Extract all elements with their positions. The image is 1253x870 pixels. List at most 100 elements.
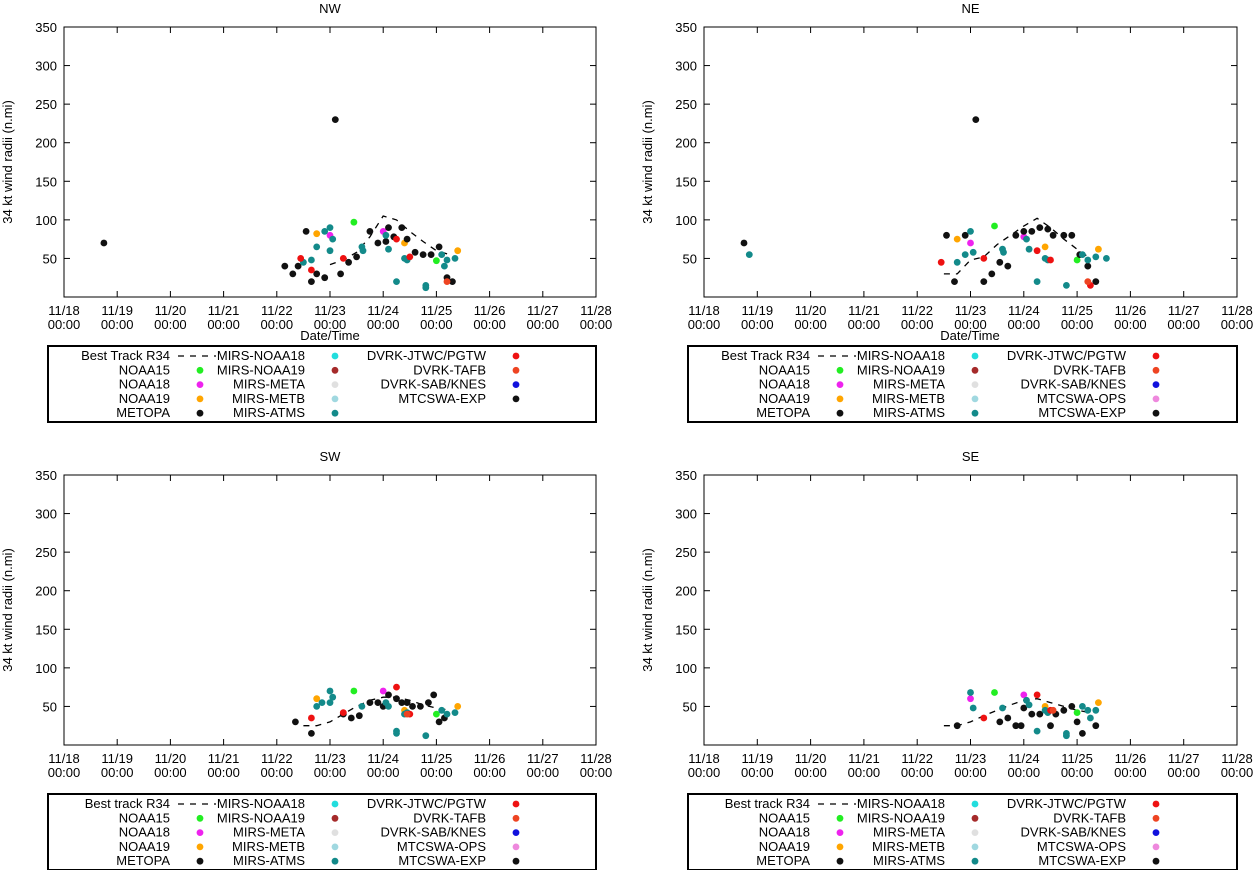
legend-swatch bbox=[196, 366, 204, 374]
x-tick-label: 00:00 bbox=[580, 765, 613, 780]
legend-swatch bbox=[836, 814, 844, 822]
point-metopa bbox=[409, 703, 416, 710]
x-tick-label: 00:00 bbox=[207, 317, 240, 332]
y-axis-label: 34 kt wind radii (n.mi) bbox=[640, 100, 655, 224]
x-tick-label: 11/25 bbox=[1061, 303, 1093, 318]
point-mirs-atms bbox=[443, 710, 451, 718]
x-tick-label: 00:00 bbox=[261, 765, 294, 780]
point-mirs-atms bbox=[961, 251, 969, 258]
point-mirs-atms bbox=[969, 704, 977, 712]
x-tick-label: 11/21 bbox=[208, 751, 240, 766]
point-metopa bbox=[281, 262, 289, 270]
x-tick-label: 00:00 bbox=[1061, 317, 1094, 332]
best-track-line bbox=[943, 217, 1091, 275]
point-metopa bbox=[435, 243, 443, 251]
x-tick-label: 11/21 bbox=[848, 303, 880, 318]
x-tick-label: 11/23 bbox=[955, 751, 987, 766]
point-metopa bbox=[996, 718, 1004, 726]
legend-swatch bbox=[971, 857, 979, 865]
x-tick-label: 11/19 bbox=[742, 303, 774, 318]
point-mirs-atms bbox=[451, 709, 459, 716]
x-tick-label: 11/26 bbox=[1115, 303, 1147, 318]
legend-label: MIRS-NOAA18 bbox=[217, 796, 305, 811]
point-mirs-atms bbox=[1033, 278, 1041, 285]
point-mirs-atms bbox=[438, 706, 446, 714]
legend-label: MTCSWA-OPS bbox=[397, 839, 486, 854]
point-metopa bbox=[1060, 231, 1068, 239]
x-tick-label: 11/18 bbox=[48, 303, 80, 318]
point-metopa bbox=[943, 231, 950, 239]
legend-swatch bbox=[971, 409, 979, 417]
legend-label: NOAA18 bbox=[119, 825, 170, 840]
y-tick-label: 350 bbox=[35, 468, 57, 483]
y-tick-label: 100 bbox=[675, 213, 697, 228]
point-metopa bbox=[1068, 231, 1076, 239]
legend-label: Best track R34 bbox=[725, 796, 810, 811]
point-metopa bbox=[417, 703, 424, 710]
x-tick-label: 00:00 bbox=[367, 765, 400, 780]
x-tick-label: 00:00 bbox=[954, 765, 987, 780]
legend-swatch bbox=[1152, 352, 1160, 360]
point-metopa bbox=[988, 270, 996, 278]
y-tick-label: 250 bbox=[675, 545, 697, 560]
point-metopa bbox=[1044, 225, 1052, 233]
point-metopa bbox=[1068, 703, 1076, 710]
best-track-line bbox=[303, 696, 450, 727]
y-axis-label: 34 kt wind radii (n.mi) bbox=[640, 548, 655, 672]
point-noaa18 bbox=[1020, 691, 1028, 699]
point-metopa bbox=[337, 270, 344, 278]
point-mirs-atms bbox=[326, 224, 334, 232]
legend-swatch bbox=[331, 395, 339, 403]
legend-label: NOAA15 bbox=[119, 810, 170, 825]
point-mirs-atms bbox=[313, 243, 321, 251]
y-axis-label: 34 kt wind radii (n.mi) bbox=[0, 100, 15, 224]
x-tick-label: 11/26 bbox=[474, 751, 506, 766]
legend-label: MTCSWA-EXP bbox=[1038, 853, 1126, 868]
x-tick-label: 11/18 bbox=[48, 751, 80, 766]
x-tick-label: 11/25 bbox=[1061, 751, 1093, 766]
point-dvrk-tafb bbox=[1049, 706, 1057, 714]
x-tick-label: 00:00 bbox=[1114, 317, 1147, 332]
point-metopa bbox=[398, 224, 406, 232]
legend-label: MIRS-META bbox=[233, 377, 305, 392]
legend-swatch bbox=[331, 829, 339, 836]
legend-label: Best track R34 bbox=[85, 796, 170, 811]
point-metopa bbox=[1036, 224, 1044, 232]
legend-label: NOAA19 bbox=[119, 391, 170, 406]
point-mirs-atms bbox=[329, 235, 337, 243]
point-dvrk-jtwc-pgtw bbox=[393, 235, 400, 243]
point-mirs-atms bbox=[953, 258, 961, 266]
legend-label: MIRS-ATMS bbox=[233, 405, 305, 420]
legend-swatch bbox=[971, 800, 979, 808]
point-noaa19 bbox=[1041, 243, 1049, 251]
legend-label: NOAA19 bbox=[759, 839, 810, 854]
x-tick-label: 00:00 bbox=[688, 765, 721, 780]
point-metopa bbox=[1020, 228, 1028, 235]
legend-swatch bbox=[512, 352, 520, 360]
point-dvrk-jtwc-pgtw bbox=[980, 255, 988, 262]
plot-area bbox=[63, 26, 597, 298]
legend-label: DVRK-SAB/KNES bbox=[1021, 377, 1127, 392]
x-tick-label: 00:00 bbox=[741, 765, 774, 780]
point-metopa bbox=[308, 730, 315, 737]
point-mirs-atms bbox=[385, 245, 392, 253]
point-dvrk-jtwc-pgtw bbox=[1047, 256, 1054, 264]
x-tick-label: 00:00 bbox=[580, 317, 613, 332]
y-tick-label: 150 bbox=[35, 622, 57, 637]
y-tick-label: 350 bbox=[35, 20, 57, 35]
legend-label: DVRK-JTWC/PGTW bbox=[367, 348, 487, 363]
x-tick-label: 00:00 bbox=[1167, 317, 1200, 332]
point-dvrk-jtwc-pgtw bbox=[297, 255, 305, 262]
y-tick-label: 200 bbox=[675, 584, 697, 599]
point-metopa bbox=[1079, 730, 1086, 737]
point-metopa bbox=[382, 238, 390, 245]
x-tick-label: 00:00 bbox=[1008, 317, 1041, 332]
legend-label: MIRS-METB bbox=[872, 839, 945, 854]
x-tick-label: 11/28 bbox=[580, 751, 612, 766]
x-tick-label: 00:00 bbox=[48, 765, 81, 780]
x-tick-label: 11/22 bbox=[261, 751, 293, 766]
x-tick-label: 00:00 bbox=[420, 317, 453, 332]
chart-title: NE bbox=[961, 1, 979, 16]
point-metopa bbox=[1028, 228, 1036, 235]
point-dvrk-tafb bbox=[403, 710, 411, 718]
